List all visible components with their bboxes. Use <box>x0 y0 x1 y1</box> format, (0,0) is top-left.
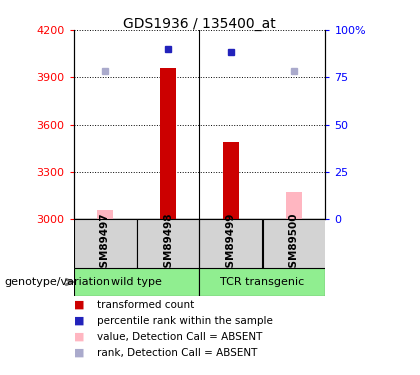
Bar <box>223 142 239 219</box>
Bar <box>262 219 326 268</box>
Text: value, Detection Call = ABSENT: value, Detection Call = ABSENT <box>97 332 262 342</box>
Bar <box>97 210 113 219</box>
Bar <box>136 219 200 268</box>
Text: ■: ■ <box>74 300 84 309</box>
Text: GDS1936 / 135400_at: GDS1936 / 135400_at <box>123 17 276 31</box>
Text: wild type: wild type <box>111 277 162 287</box>
Bar <box>200 268 326 296</box>
Text: percentile rank within the sample: percentile rank within the sample <box>97 316 273 326</box>
Text: TCR transgenic: TCR transgenic <box>220 277 304 287</box>
Text: GSM89498: GSM89498 <box>163 213 173 275</box>
Text: ■: ■ <box>74 332 84 342</box>
Text: transformed count: transformed count <box>97 300 194 309</box>
Text: GSM89500: GSM89500 <box>289 213 299 275</box>
Text: genotype/variation: genotype/variation <box>4 277 110 287</box>
Bar <box>286 192 302 219</box>
Bar <box>74 268 200 296</box>
Text: ■: ■ <box>74 316 84 326</box>
Bar <box>160 68 176 219</box>
Text: rank, Detection Call = ABSENT: rank, Detection Call = ABSENT <box>97 348 257 358</box>
Bar <box>74 219 136 268</box>
Text: ■: ■ <box>74 348 84 358</box>
Text: GSM89497: GSM89497 <box>100 212 110 275</box>
Bar <box>200 219 262 268</box>
Text: GSM89499: GSM89499 <box>226 213 236 275</box>
